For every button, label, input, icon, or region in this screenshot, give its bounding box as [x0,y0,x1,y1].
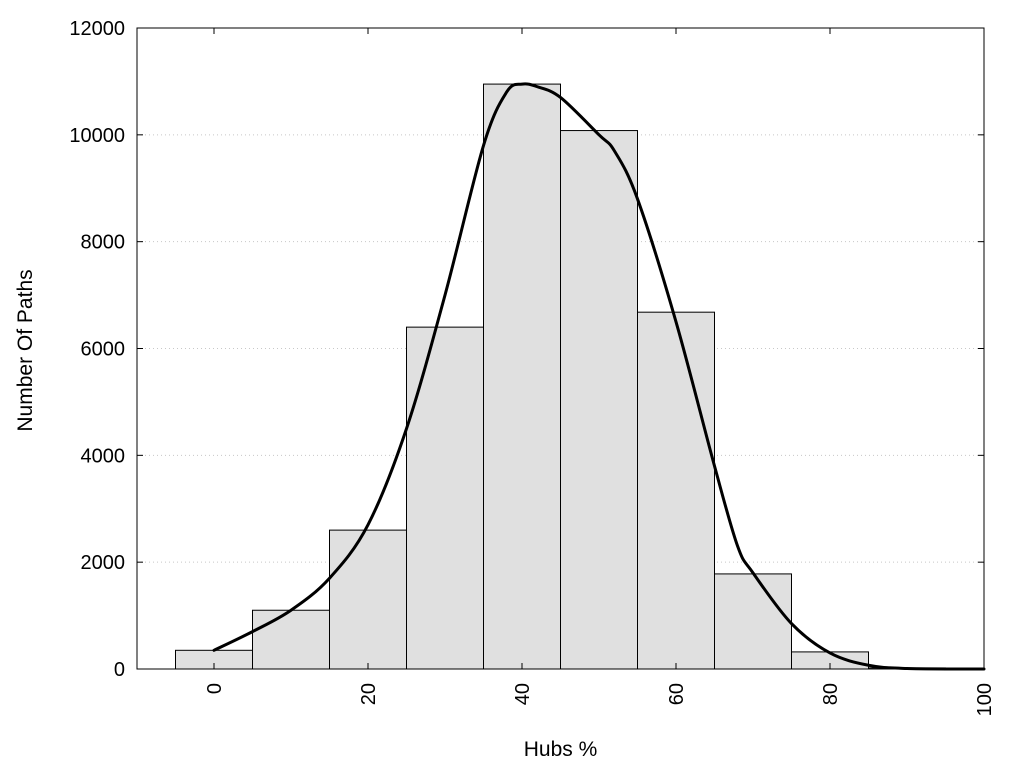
x-tick-label: 100 [974,683,996,716]
x-tick-label: 0 [204,683,226,694]
x-axis-ticks: 0 20 40 60 80 100 [204,28,996,716]
x-tick-label: 20 [358,683,380,705]
y-tick-label: 6000 [81,339,126,361]
histogram-bar [252,609,330,670]
y-axis-title: Number Of Paths [14,269,37,431]
y-tick-label: 2000 [81,552,126,574]
histogram-bar [406,326,484,670]
histogram-bar [483,83,561,670]
histogram-bar [637,311,715,670]
y-tick-label: 10000 [69,125,125,147]
histogram-bar [329,529,407,670]
y-tick-label: 12000 [69,18,125,40]
x-tick-label: 40 [512,683,534,705]
y-axis-ticks: 0 2000 4000 6000 8000 10000 12000 [69,18,984,681]
x-axis-title: Hubs % [524,738,598,761]
y-tick-label: 0 [114,659,125,681]
density-curve [212,82,986,671]
y-tick-label: 4000 [81,445,126,467]
x-tick-label: 80 [820,683,842,705]
y-tick-label: 8000 [81,232,126,254]
histogram-bar [560,130,638,670]
x-tick-label: 60 [666,683,688,705]
density-curve-line [212,82,986,671]
histogram-bars [175,83,946,670]
histogram-bar [714,573,792,670]
